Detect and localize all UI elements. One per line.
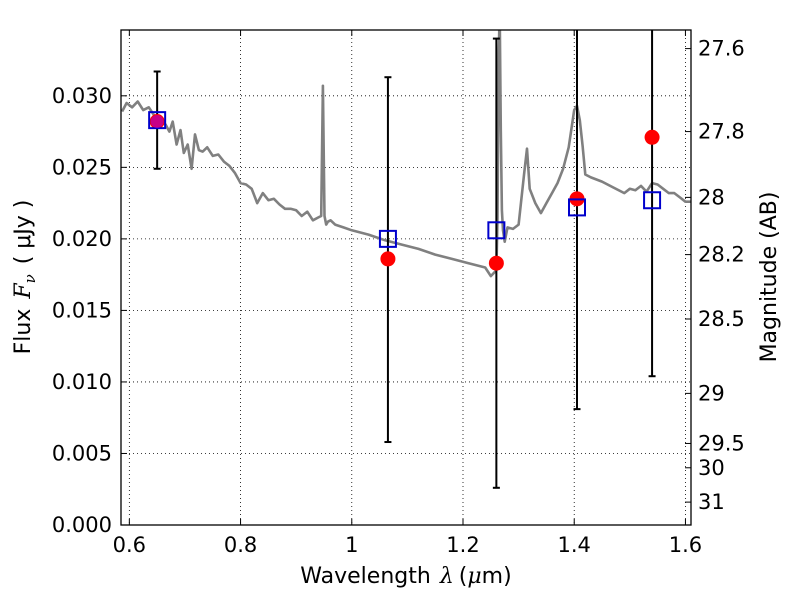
x-tick-label: 0.6 <box>113 533 146 557</box>
model-points <box>148 111 662 248</box>
model-point <box>378 229 397 248</box>
observed-point <box>644 129 660 145</box>
x-axis-title: Wavelength λ (μm) <box>300 564 511 589</box>
y2-tick-label: 31 <box>698 490 725 514</box>
y2-tick-label: 29.5 <box>698 431 745 455</box>
y2-axis-title: Magnitude (AB) <box>757 192 782 363</box>
y2-tick-label: 27.6 <box>698 37 745 61</box>
spectrum-layer <box>121 30 691 278</box>
y2-tick-label: 28.5 <box>698 307 745 331</box>
y-tick-label: 0.010 <box>52 370 112 394</box>
model-point <box>643 191 662 210</box>
y2-tick-label: 29 <box>698 381 725 405</box>
overlap-point <box>150 115 164 129</box>
y-tick-label: 0.025 <box>52 155 112 179</box>
model-point <box>568 198 586 217</box>
y-tick-label: 0.015 <box>52 298 112 322</box>
y-tick-labels: 0.000 0.005 0.010 0.015 0.020 0.025 0.030 <box>52 84 112 537</box>
axis-ticks <box>121 30 691 526</box>
y-tick-label: 0.005 <box>52 441 112 465</box>
observed-points <box>149 114 660 271</box>
y-tick-label: 0.000 <box>52 513 112 537</box>
model-point <box>487 221 506 240</box>
x-tick-label: 1.4 <box>558 533 591 557</box>
x-tick-label: 1.6 <box>669 533 702 557</box>
x-tick-label: 0.8 <box>224 533 257 557</box>
model-point <box>148 111 167 130</box>
x-tick-labels: 0.6 0.8 1 1.2 1.4 1.6 <box>113 533 703 557</box>
y-tick-label: 0.030 <box>52 84 112 108</box>
observed-point <box>380 251 396 267</box>
y2-tick-label: 28 <box>698 185 725 209</box>
x-tick-label: 1 <box>345 533 358 557</box>
y2-tick-labels: 27.6 27.8 28 28.2 28.5 29 29.530 31 <box>698 37 745 515</box>
error-bars <box>153 30 656 489</box>
grid-lines <box>121 30 691 526</box>
x-tick-label: 1.2 <box>446 533 479 557</box>
y-tick-label: 0.020 <box>52 227 112 251</box>
observed-point <box>488 255 504 271</box>
y2-tick-label: 30 <box>698 456 725 480</box>
y2-tick-label: 27.8 <box>698 120 745 144</box>
spectrum-line <box>121 30 691 278</box>
plot-frame <box>120 29 692 526</box>
y-axis-title: FluxFν( μJy ) <box>11 200 39 355</box>
y2-tick-label: 28.2 <box>698 243 745 267</box>
